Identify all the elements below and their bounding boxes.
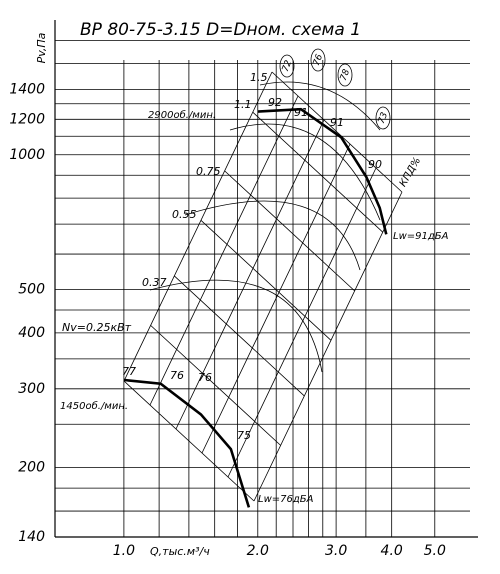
y-tick-label: 140 [18,529,45,545]
y-tick-label: 300 [18,381,45,397]
annotation: 92 [268,96,282,109]
duty-line [227,167,377,478]
circle-marker [279,54,295,78]
annotation: 0.55 [172,208,197,221]
y-tick-label: 200 [18,460,45,476]
annotation: 90 [368,158,382,171]
annotation: Lw=76дБА [258,494,314,505]
speed-label: 2900об./мин. [148,109,216,121]
y-tick-label: 1400 [9,81,45,97]
duty-line [175,119,325,430]
efficiency-label: КПД% [398,156,423,189]
power-line [200,220,332,341]
power-line [123,380,255,502]
circle-marker [310,48,326,72]
x-tick-label: 1.0 [113,543,135,559]
power-line [252,111,384,233]
efficiency-arc [149,279,323,373]
duty-line [149,95,299,406]
annotation: 91 [330,116,344,129]
annotation: 75 [237,429,251,442]
efficiency-label: 72 [281,59,294,73]
fan-curve [257,107,388,235]
x-tick-label: 2.0 [247,543,269,559]
duty-line [123,71,273,382]
annotation: Nv=0.25кВт [62,321,132,334]
chart-title: ВР 80-75-3.15 D=Dном. схема 1 [80,20,361,40]
power-line [224,170,355,292]
x-tick-label: 4.0 [381,543,403,559]
y-tick-label: 1200 [9,111,45,127]
annotation: 76 [198,371,212,384]
annotation: 0.37 [142,276,167,289]
power-line [150,325,281,446]
duty-line [253,191,403,502]
annotation: 1.5 [250,71,268,84]
y-tick-label: 1000 [9,147,45,163]
annotation: 1.1 [234,98,252,111]
power-line [271,71,403,193]
efficiency-label: 78 [339,68,352,82]
efficiency-label: 73 [377,111,390,125]
efficiency-arc [229,123,381,221]
power-line [174,275,305,397]
x-tick-label: 5.0 [424,543,446,559]
efficiency-arc [184,200,361,271]
annotation: 0.75 [196,165,221,178]
annotation: 77 [122,365,136,378]
fan-curve [123,378,251,508]
y-axis-label: Pv,Па [35,32,48,63]
duty-line [201,143,351,454]
circle-marker [337,63,353,87]
y-tick-label: 400 [18,325,45,341]
efficiency-label: 76 [312,53,325,67]
speed-label: 1450об./мин. [60,400,128,412]
annotation: 91 [294,106,308,119]
y-tick-label: 500 [18,282,45,298]
x-axis-label: Q,тыс.м³/ч [150,545,210,558]
efficiency-arc [259,81,381,131]
annotation: 76 [170,369,184,382]
circle-marker [375,106,391,130]
x-tick-label: 3.0 [325,543,347,559]
annotation: Lw=91дБА [393,231,449,242]
